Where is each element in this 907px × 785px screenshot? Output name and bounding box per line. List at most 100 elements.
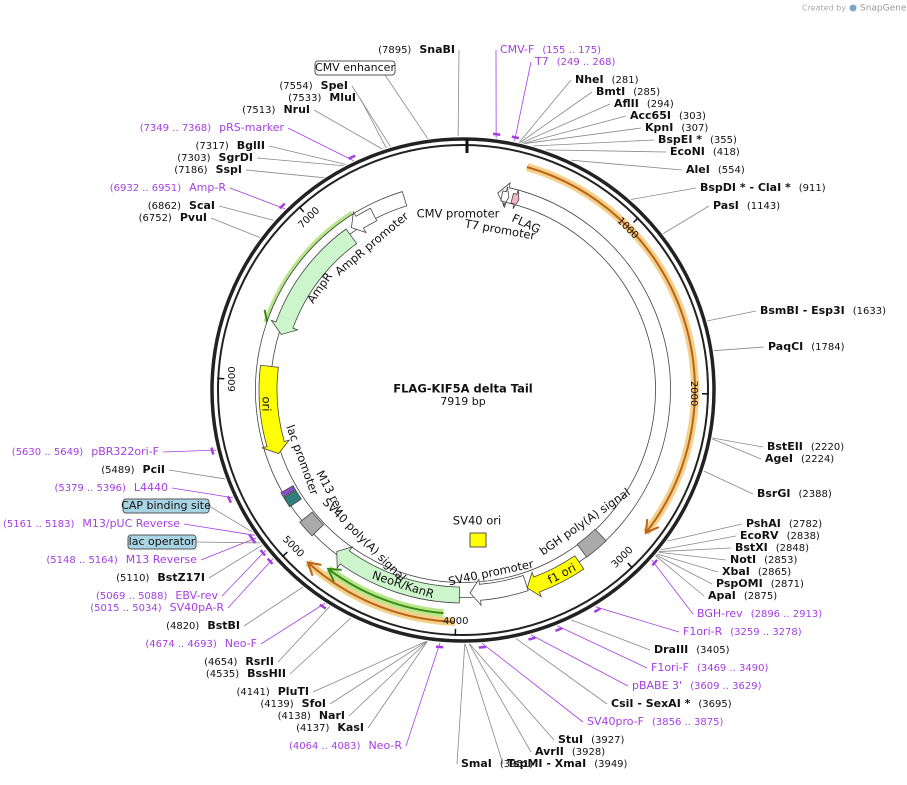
site-position: (4137) bbox=[296, 723, 329, 734]
site-label: DraIII(3405) bbox=[654, 643, 730, 656]
site-name: AgeI bbox=[765, 452, 793, 465]
site-label: ApaI(2875) bbox=[708, 589, 777, 602]
site-position: (554) bbox=[718, 165, 745, 176]
site-position: (2220) bbox=[811, 442, 844, 453]
primer-position: (249 .. 268) bbox=[557, 57, 616, 68]
primer-leader bbox=[288, 128, 354, 161]
primer-position: (2896 .. 2913) bbox=[751, 609, 823, 620]
site-leader bbox=[663, 206, 709, 234]
primer-position: (5379 .. 5396) bbox=[54, 483, 126, 494]
site-label: AgeI(2224) bbox=[765, 452, 834, 465]
primer-position: (7349 .. 7368) bbox=[140, 123, 212, 134]
site-leader bbox=[546, 150, 666, 152]
site-leader bbox=[360, 98, 386, 148]
primer-name: F1ori-R bbox=[683, 625, 723, 638]
primer-label: F1ori-F(3469 .. 3490) bbox=[651, 661, 768, 674]
site-position: (4138) bbox=[278, 711, 311, 722]
primer-name: T7 bbox=[534, 55, 549, 68]
insert-arc bbox=[527, 167, 695, 533]
primer-position: (155 .. 175) bbox=[542, 45, 601, 56]
primer-name: M13 Reverse bbox=[126, 553, 197, 566]
primer-mark bbox=[349, 156, 356, 159]
site-label: (6752)PvuI bbox=[139, 211, 207, 224]
ring-tick-label: 4000 bbox=[443, 616, 468, 627]
primer-name: SV40pA-R bbox=[170, 601, 225, 614]
site-name: NruI bbox=[283, 103, 310, 116]
primer-position: (3259 .. 3278) bbox=[730, 627, 802, 638]
primer-position: (4064 .. 4083) bbox=[289, 741, 361, 752]
site-label: (5489)PciI bbox=[101, 463, 165, 476]
watermark: Created by bbox=[802, 4, 846, 13]
site-position: (355) bbox=[710, 135, 737, 146]
site-label: PasI(1143) bbox=[713, 199, 780, 212]
site-name: MluI bbox=[329, 91, 356, 104]
site-position: (7513) bbox=[242, 105, 275, 116]
primer-name: F1ori-F bbox=[651, 661, 689, 674]
site-position: (4535) bbox=[206, 669, 239, 680]
site-leader bbox=[469, 644, 531, 752]
site-name: EcoNI bbox=[670, 145, 705, 158]
site-leader bbox=[659, 548, 731, 552]
site-leader bbox=[257, 158, 344, 166]
site-label: (4139)SfoI bbox=[260, 697, 326, 710]
site-leader bbox=[314, 110, 382, 149]
site-position: (303) bbox=[679, 111, 706, 122]
site-name: KasI bbox=[337, 721, 364, 734]
primer-label: F1ori-R (3259 .. 3278) bbox=[683, 625, 802, 638]
site-leader bbox=[516, 638, 607, 704]
primer-leader bbox=[482, 643, 583, 722]
site-position: (6752) bbox=[139, 213, 172, 224]
primer-position: (5148 .. 5164) bbox=[46, 555, 118, 566]
site-leader bbox=[330, 641, 427, 704]
site-position: (3951) bbox=[500, 759, 533, 770]
primer-label: (5161 .. 5183) M13/pUC Reverse bbox=[3, 517, 180, 530]
site-name: BspDI * - ClaI * bbox=[700, 181, 791, 194]
insert-arc-core bbox=[527, 167, 695, 533]
site-leader bbox=[571, 620, 650, 650]
site-position: (2853) bbox=[764, 555, 797, 566]
site-leader bbox=[657, 554, 718, 572]
feature-label: CMV promoter bbox=[417, 207, 500, 221]
site-label: (4137) KasI bbox=[296, 721, 364, 734]
site-name: PasI bbox=[713, 199, 739, 212]
primer-name: M13/pUC Reverse bbox=[82, 517, 180, 530]
ring-tick bbox=[628, 563, 633, 568]
site-position: (7895) bbox=[378, 45, 411, 56]
primer-label: (7349 .. 7368) pRS-marker bbox=[140, 121, 285, 134]
primer-position: (5630 .. 5649) bbox=[12, 447, 84, 458]
site-label: BsmBI - Esp3I(1633) bbox=[760, 304, 886, 317]
primer-label: (6932 .. 6951)Amp-R bbox=[110, 181, 227, 194]
site-position: (2388) bbox=[798, 489, 831, 500]
site-name: ApaI bbox=[708, 589, 736, 602]
ring-tick bbox=[633, 218, 638, 223]
site-position: (2838) bbox=[787, 531, 820, 542]
primer-leader bbox=[595, 607, 679, 632]
primer-leader bbox=[172, 488, 233, 498]
ring-tick-label: 2000 bbox=[688, 381, 699, 406]
sv40-ori-box bbox=[470, 533, 486, 547]
site-name: BssHII bbox=[247, 667, 286, 680]
site-position: (3927) bbox=[591, 735, 624, 746]
site-label: (7513) NruI bbox=[242, 103, 310, 116]
site-position: (2871) bbox=[771, 579, 804, 590]
brand-logo bbox=[850, 5, 857, 12]
primer-leader bbox=[406, 643, 440, 746]
site-position: (7303) bbox=[177, 153, 210, 164]
primer-mark bbox=[652, 560, 657, 565]
site-leader bbox=[704, 471, 753, 494]
site-leader bbox=[313, 641, 426, 692]
site-position: (3949) bbox=[594, 759, 627, 770]
primer-name: pRS-marker bbox=[219, 121, 284, 134]
primer-position: (3609 .. 3629) bbox=[690, 681, 762, 692]
primer-position: (4674 .. 4693) bbox=[145, 639, 217, 650]
site-leader bbox=[244, 587, 303, 626]
primer-position: (5161 .. 5183) bbox=[3, 519, 75, 530]
site-position: (418) bbox=[713, 147, 740, 158]
primer-name: SV40pro-F bbox=[587, 715, 644, 728]
site-leader bbox=[169, 470, 225, 479]
primer-mark bbox=[512, 137, 519, 138]
site-label: StuI(3927) bbox=[558, 733, 624, 746]
site-label: (7895)SnaBI bbox=[378, 43, 455, 56]
plasmid-length: 7919 bp bbox=[440, 395, 485, 408]
